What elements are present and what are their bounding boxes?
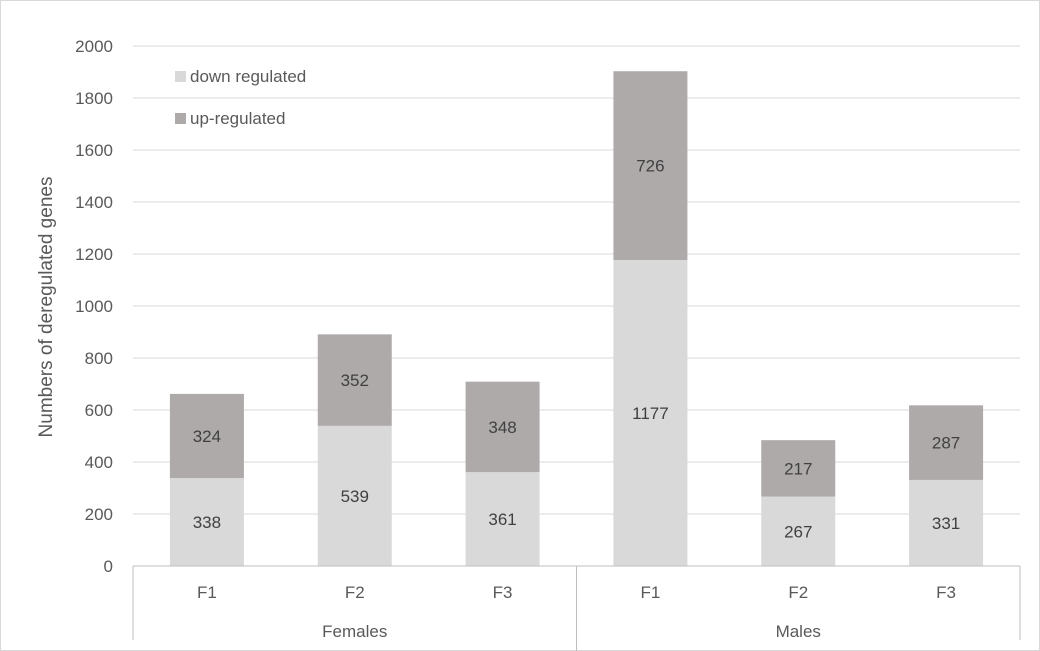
data-label: 539 <box>341 487 369 506</box>
bar-segment-up-regulated <box>169 393 244 479</box>
legend-swatch <box>175 113 186 124</box>
bar-segment-down-regulated <box>317 425 392 566</box>
y-tick-label: 200 <box>85 505 113 524</box>
data-label: 267 <box>784 522 812 541</box>
bar-segment-up-regulated <box>909 405 984 480</box>
data-label: 324 <box>193 427 221 446</box>
legend-entry-label: down regulated <box>190 67 306 86</box>
bar-segment-down-regulated <box>169 478 244 566</box>
bar-segment-down-regulated <box>909 479 984 566</box>
x-tick-label: F1 <box>640 583 660 602</box>
bar-segment-down-regulated <box>613 259 688 566</box>
data-label: 726 <box>636 157 664 176</box>
y-tick-label: 400 <box>85 453 113 472</box>
x-group-label: Males <box>776 622 821 641</box>
gridlines <box>133 45 1020 515</box>
x-tick-label: F2 <box>345 583 365 602</box>
y-tick-label: 800 <box>85 349 113 368</box>
data-label: 361 <box>488 510 516 529</box>
data-label: 348 <box>488 418 516 437</box>
x-group-label: Females <box>322 622 387 641</box>
y-tick-label: 1600 <box>75 141 113 160</box>
bar-segment-up-regulated <box>761 440 836 497</box>
y-tick-label: 2000 <box>75 37 113 56</box>
y-tick-label: 1200 <box>75 245 113 264</box>
data-label: 352 <box>341 371 369 390</box>
bar-segment-down-regulated <box>465 472 540 566</box>
x-axis: F1 F2 F3 F1 F2 F3 Females Males <box>132 565 1021 651</box>
legend-swatch <box>175 71 186 82</box>
legend-entry-label: up-regulated <box>190 109 285 128</box>
y-tick-label: 600 <box>85 401 113 420</box>
legend: down regulated up-regulated <box>175 67 306 128</box>
y-tick-label: 0 <box>104 557 113 576</box>
data-label: 217 <box>784 459 812 478</box>
bar-segment-up-regulated <box>465 381 540 473</box>
x-tick-label: F3 <box>936 583 956 602</box>
data-label: 331 <box>932 514 960 533</box>
data-label: 287 <box>932 434 960 453</box>
x-tick-label: F2 <box>788 583 808 602</box>
y-axis-label: Numbers of deregulated genes <box>36 177 57 438</box>
bars: 338 324 539 352 361 348 1177 726 267 217 331 287 <box>169 71 984 566</box>
x-tick-label: F1 <box>197 583 217 602</box>
y-tick-label: 1000 <box>75 297 113 316</box>
bar-segment-down-regulated <box>761 496 836 566</box>
y-tick-label: 1400 <box>75 193 113 212</box>
data-label: 338 <box>193 513 221 532</box>
y-tick-label: 1800 <box>75 89 113 108</box>
data-label: 1177 <box>632 404 669 423</box>
y-axis-ticks: 0 200 400 600 800 1000 1200 1400 1600 1800 2000 <box>75 37 113 576</box>
x-tick-label: F3 <box>493 583 513 602</box>
bar-segment-up-regulated <box>613 71 688 260</box>
bar-segment-up-regulated <box>317 334 392 426</box>
